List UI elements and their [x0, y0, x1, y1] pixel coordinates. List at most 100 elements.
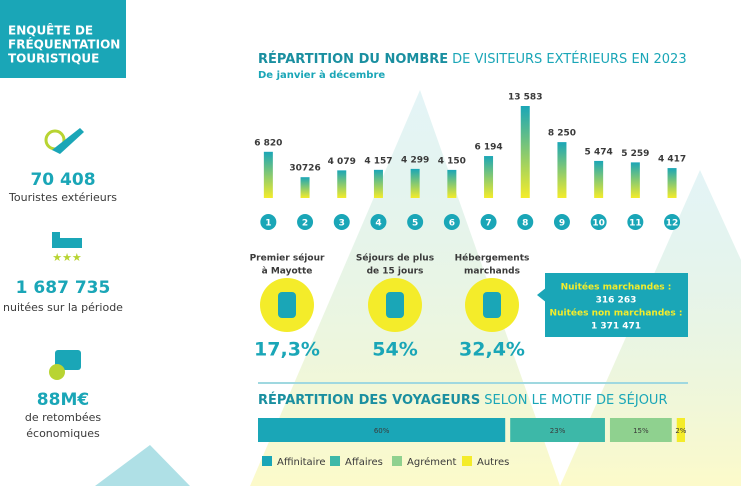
value-label: 8 250 — [548, 129, 576, 139]
value-label: 60% — [374, 427, 390, 435]
value-label: 4 157 — [364, 156, 392, 166]
legend-label: Affinitaire — [277, 457, 326, 468]
chart-title: RÉPARTITION DU NOMBRE DE VISITEURS EXTÉRI… — [258, 51, 687, 67]
x-tick-label: 10 — [592, 219, 605, 229]
legend-label: Agrément — [407, 456, 456, 468]
x-tick-label: 1 — [265, 219, 271, 229]
callout-text: 316 263 — [596, 296, 637, 306]
sidebar-title: ENQUÊTE DE — [8, 23, 93, 38]
category-circle — [664, 214, 681, 230]
category-circle — [517, 214, 534, 230]
bar-segment — [258, 418, 506, 442]
category-circle — [407, 214, 424, 230]
bar — [337, 170, 347, 198]
value-label: 2% — [675, 427, 686, 435]
bar — [410, 168, 420, 198]
stat-label: nuitées sur la période — [3, 301, 123, 314]
x-tick-label: 5 — [412, 219, 418, 229]
category-circle — [370, 214, 387, 230]
value-label: 4 150 — [438, 156, 466, 166]
highlight-icon — [278, 292, 296, 318]
chart-title-part: SELON LE MOTIF DE SÉJOUR — [484, 392, 667, 408]
bar-segment — [609, 418, 672, 442]
highlight-label: Premier séjour — [250, 253, 325, 264]
sidebar-title: FRÉQUENTATION — [8, 37, 120, 52]
x-tick-label: 11 — [629, 219, 642, 229]
category-circle — [480, 214, 497, 230]
bed-icon: ★★★ — [52, 232, 82, 264]
stat-value: 1 687 735 — [16, 278, 111, 298]
value-label: 4 417 — [658, 155, 686, 165]
bar — [667, 168, 677, 198]
background-shape — [95, 445, 190, 486]
wallet-icon — [49, 350, 81, 380]
highlight-icon — [483, 292, 501, 318]
bar — [300, 177, 310, 198]
highlight-label: marchands — [464, 267, 520, 277]
bar — [630, 162, 640, 198]
chart-title: RÉPARTITION DES VOYAGEURS SELON LE MOTIF … — [258, 392, 667, 408]
value-label: 23% — [550, 427, 566, 435]
value-label: 5 259 — [621, 149, 649, 159]
category-circle — [333, 214, 350, 230]
chart-subtitle: De janvier à décembre — [258, 69, 385, 81]
x-tick-label: 2 — [302, 219, 308, 229]
category-circle — [590, 214, 607, 230]
highlight-label: de 15 jours — [367, 267, 424, 277]
legend-swatch — [330, 456, 340, 466]
category-circle — [260, 214, 277, 230]
value-label: 4 299 — [401, 155, 429, 165]
bar — [484, 156, 494, 198]
value-label: 6 820 — [254, 138, 282, 148]
chart-title-part: DE VISITEURS EXTÉRIEURS EN 2023 — [452, 51, 686, 67]
category-circle — [297, 214, 314, 230]
x-tick-label: 8 — [522, 219, 528, 229]
stat-value: 88M€ — [37, 390, 89, 410]
sidebar-title: TOURISTIQUE — [8, 52, 99, 66]
bar — [373, 169, 383, 198]
stat-label: Touristes extérieurs — [8, 191, 117, 204]
highlight-label: Hébergements — [455, 253, 530, 264]
value-label: 15% — [633, 427, 649, 435]
x-tick-label: 4 — [375, 219, 381, 229]
stat-value: 70 408 — [30, 170, 95, 190]
legend-swatch — [462, 456, 472, 466]
legend-swatch — [392, 456, 402, 466]
value-label: 4 079 — [328, 157, 356, 167]
x-tick-label: 12 — [666, 219, 679, 229]
callout-text: 1 371 471 — [591, 322, 641, 332]
value-label: 30726 — [289, 164, 320, 174]
bar — [263, 151, 273, 198]
bar — [520, 106, 530, 198]
chart-title-part: RÉPARTITION DU NOMBRE — [258, 51, 448, 67]
bar-segment — [510, 418, 605, 442]
stat-label: économiques — [26, 427, 100, 440]
x-tick-label: 7 — [485, 219, 491, 229]
sidebar-title-box — [0, 0, 126, 78]
x-tick-label: 6 — [449, 219, 455, 229]
value-label: 5 474 — [585, 147, 613, 157]
x-tick-label: 3 — [339, 219, 345, 229]
highlight-icon — [386, 292, 404, 318]
legend-swatch — [262, 456, 272, 466]
highlight-value: 17,3% — [254, 339, 320, 361]
svg-text:★★★: ★★★ — [52, 251, 82, 264]
callout-text: Nuitées non marchandes : — [550, 308, 683, 319]
category-circle — [627, 214, 644, 230]
bar — [594, 160, 604, 198]
x-tick-label: 9 — [559, 219, 565, 229]
plane-icon — [44, 128, 84, 154]
bar — [447, 169, 457, 198]
chart-title-part: RÉPARTITION DES VOYAGEURS — [258, 392, 480, 408]
bar-segment — [676, 418, 685, 442]
legend-label: Affaires — [345, 457, 383, 468]
highlight-label: Séjours de plus — [356, 253, 434, 264]
highlight-value: 32,4% — [459, 339, 525, 361]
value-label: 13 583 — [508, 93, 542, 103]
bar — [557, 142, 567, 198]
category-circle — [553, 214, 570, 230]
value-label: 6 194 — [474, 143, 502, 153]
legend-label: Autres — [477, 457, 509, 468]
